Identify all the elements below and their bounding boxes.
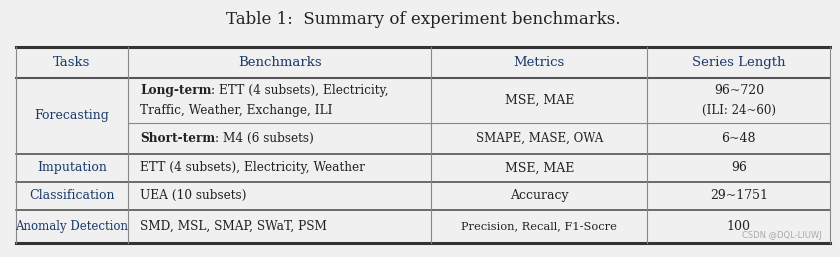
Text: 100: 100 — [727, 220, 751, 233]
Text: Tasks: Tasks — [53, 56, 91, 69]
Text: Long-term: Long-term — [140, 84, 212, 97]
Text: Metrics: Metrics — [514, 56, 565, 69]
Text: MSE, MAE: MSE, MAE — [505, 94, 574, 107]
Text: CSDN @DQL-LIUWJ: CSDN @DQL-LIUWJ — [743, 231, 822, 240]
Text: Imputation: Imputation — [37, 161, 107, 175]
Text: Classification: Classification — [29, 189, 114, 202]
Text: UEA (10 subsets): UEA (10 subsets) — [140, 189, 247, 202]
Text: 96~720: 96~720 — [714, 84, 764, 97]
Text: SMD, MSL, SMAP, SWaT, PSM: SMD, MSL, SMAP, SWaT, PSM — [140, 220, 328, 233]
Text: : ETT (4 subsets), Electricity,: : ETT (4 subsets), Electricity, — [211, 84, 389, 97]
Text: Benchmarks: Benchmarks — [238, 56, 322, 69]
Text: Forecasting: Forecasting — [34, 109, 109, 122]
Text: 96: 96 — [731, 161, 747, 175]
Text: (ILI: 24~60): (ILI: 24~60) — [702, 104, 776, 117]
Text: Traffic, Weather, Exchange, ILI: Traffic, Weather, Exchange, ILI — [140, 104, 333, 117]
Text: ETT (4 subsets), Electricity, Weather: ETT (4 subsets), Electricity, Weather — [140, 161, 365, 175]
Text: SMAPE, MASE, OWA: SMAPE, MASE, OWA — [475, 132, 603, 145]
Text: : M4 (6 subsets): : M4 (6 subsets) — [215, 132, 314, 145]
Text: Table 1:  Summary of experiment benchmarks.: Table 1: Summary of experiment benchmark… — [226, 11, 620, 28]
Text: Anomaly Detection: Anomaly Detection — [15, 220, 129, 233]
Text: 29~1751: 29~1751 — [710, 189, 768, 202]
Text: Short-term: Short-term — [140, 132, 216, 145]
Text: Accuracy: Accuracy — [510, 189, 569, 202]
Text: 6~48: 6~48 — [722, 132, 756, 145]
Text: MSE, MAE: MSE, MAE — [505, 161, 574, 175]
Text: Precision, Recall, F1-Socre: Precision, Recall, F1-Socre — [461, 221, 617, 231]
Text: Series Length: Series Length — [692, 56, 785, 69]
